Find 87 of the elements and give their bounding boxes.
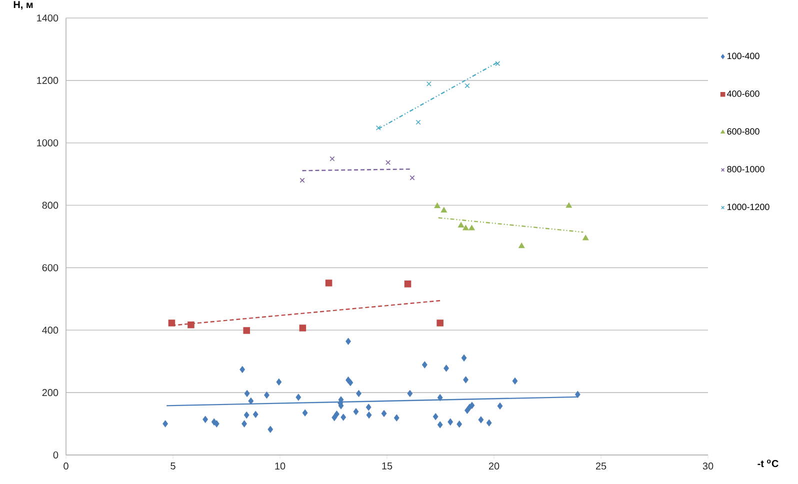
point <box>458 222 464 228</box>
x-tick-label: 15 <box>382 462 392 470</box>
point <box>456 420 462 428</box>
point <box>252 411 258 418</box>
point <box>353 408 359 415</box>
point <box>461 354 467 362</box>
point <box>566 202 572 208</box>
point <box>437 394 443 401</box>
y-tick-label: 1200 <box>37 76 58 84</box>
point <box>162 420 168 428</box>
point <box>575 391 580 398</box>
point <box>464 83 470 88</box>
legend-label: 400-600 <box>727 90 760 97</box>
point <box>300 178 305 183</box>
point <box>448 418 453 426</box>
point <box>478 416 484 424</box>
point <box>444 364 449 372</box>
x-tick-label: 30 <box>702 462 714 470</box>
point <box>394 414 400 422</box>
point <box>437 421 443 428</box>
x-tick-label: 10 <box>275 462 286 470</box>
point <box>264 392 270 398</box>
x-tick-label: 5 <box>170 462 176 470</box>
point <box>432 413 438 420</box>
point <box>468 224 475 230</box>
point <box>440 207 447 212</box>
point <box>340 414 346 421</box>
y-tick-label: 1000 <box>37 139 58 146</box>
y-tick-label: 0 <box>53 451 58 459</box>
point <box>422 361 428 368</box>
point <box>366 404 372 411</box>
point <box>381 410 387 417</box>
point <box>376 125 381 130</box>
point <box>325 280 332 286</box>
point <box>518 242 525 248</box>
point <box>416 120 421 125</box>
point <box>426 81 432 86</box>
point <box>202 416 208 423</box>
point <box>242 420 247 428</box>
point <box>299 324 306 332</box>
y-tick-label: 1400 <box>37 14 58 22</box>
point <box>512 378 518 384</box>
legend-label: 800-1000 <box>727 166 764 172</box>
point <box>240 366 245 373</box>
x-tick-label: 20 <box>488 462 500 470</box>
y-tick-label: 400 <box>42 326 58 334</box>
point <box>248 398 254 404</box>
point <box>495 61 500 66</box>
point <box>356 390 362 397</box>
point <box>244 412 250 418</box>
point <box>302 409 308 416</box>
point <box>434 202 440 208</box>
point <box>214 420 220 428</box>
point <box>404 280 412 288</box>
point <box>582 234 589 240</box>
x-tick-label: 0 <box>64 462 68 470</box>
point <box>276 378 282 386</box>
point <box>407 390 413 397</box>
point <box>463 376 468 384</box>
x-axis-title: -t $^{o}$C <box>758 460 778 468</box>
point <box>243 327 250 334</box>
x-tick-label: 25 <box>596 462 606 470</box>
legend-label: 600-800 <box>727 128 760 135</box>
point <box>497 402 503 410</box>
point <box>462 224 469 230</box>
point <box>168 320 176 326</box>
point <box>296 394 302 401</box>
y-tick-label: 200 <box>42 389 58 396</box>
point <box>366 412 372 418</box>
point <box>386 160 391 166</box>
legend-label: 1000-1200 <box>727 204 770 210</box>
point <box>469 402 475 409</box>
point <box>348 379 354 386</box>
point <box>486 419 492 426</box>
point <box>188 321 194 328</box>
point <box>332 414 337 421</box>
y-tick-label: 600 <box>42 264 58 272</box>
point <box>334 410 340 418</box>
y-tick-label: 800 <box>42 202 58 209</box>
point <box>244 390 250 397</box>
y-axis-title: H, м <box>14 1 33 10</box>
point <box>346 338 351 345</box>
legend-label: 100-400 <box>727 52 760 60</box>
point <box>330 156 335 162</box>
point <box>268 426 274 433</box>
point <box>410 175 415 180</box>
point <box>436 320 444 326</box>
